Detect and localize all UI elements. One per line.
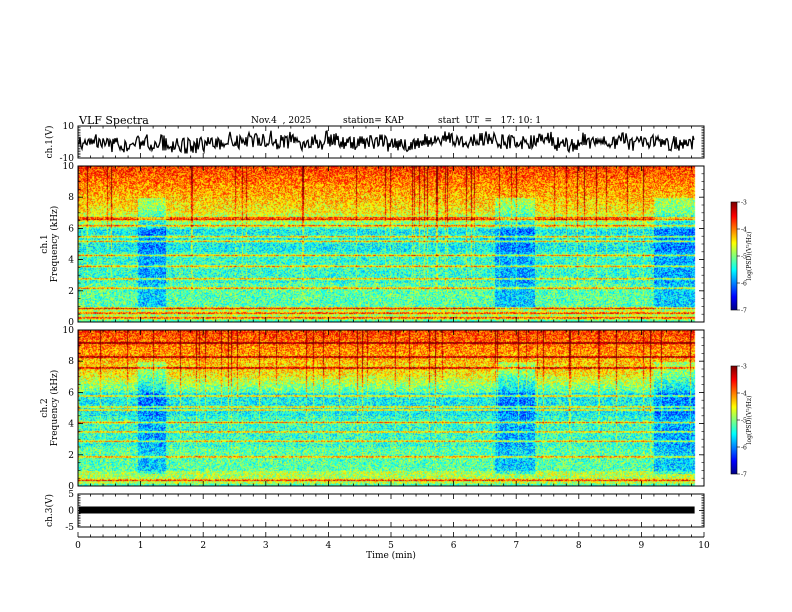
ch1-colorbar-tick-label: -5 bbox=[741, 254, 747, 261]
ch1-spectrogram-ylabel: Frequency (kHz) bbox=[49, 206, 60, 283]
ch2-colorbar-tick-label: -5 bbox=[741, 418, 747, 425]
x-tick-label: 2 bbox=[200, 541, 206, 551]
x-tick-label: 0 bbox=[75, 541, 81, 551]
figure-title: VLF Spectra bbox=[79, 114, 149, 127]
x-tick-label: 10 bbox=[698, 541, 710, 551]
station-label: station= KAP bbox=[343, 116, 404, 126]
x-axis-label: Time (min) bbox=[366, 550, 416, 561]
ch2-spectrogram-ytick-label: 2 bbox=[68, 451, 74, 461]
start-time-label: start UT = 17: 10: 1 bbox=[438, 116, 542, 126]
ch1-colorbar-gradient bbox=[731, 202, 737, 310]
ch2-colorbar-tick-label: -3 bbox=[741, 364, 747, 371]
ch2-spectrogram-ylabel: ch.2 bbox=[40, 398, 50, 417]
ch2-spectrogram-ytick-label: 10 bbox=[63, 326, 75, 336]
ch3-waveform-ytick-label: 0 bbox=[68, 507, 74, 517]
ch2-colorbar-tick-label: -4 bbox=[741, 391, 747, 398]
ch1-spectrogram-ylabel: ch.1 bbox=[40, 234, 50, 253]
ch1-waveform-line bbox=[78, 130, 695, 154]
ch1-colorbar-tick-label: -4 bbox=[741, 227, 747, 234]
x-tick-label: 1 bbox=[138, 541, 144, 551]
ch2-spectrogram-image bbox=[78, 330, 704, 486]
ch1-waveform-ylabel: ch.1(V) bbox=[44, 126, 55, 159]
x-tick-label: 5 bbox=[388, 541, 394, 551]
ch1-spectrogram-ytick-label: 0 bbox=[68, 318, 74, 328]
date-label: Nov.4 , 2025 bbox=[251, 116, 312, 126]
ch1-colorbar-tick-label: -3 bbox=[741, 200, 747, 207]
ch3-waveform-ytick-label: 5 bbox=[68, 490, 74, 500]
ch1-spectrogram-ytick-label: 8 bbox=[68, 193, 74, 203]
x-tick-label: 3 bbox=[263, 541, 269, 551]
ch2-spectrogram-ytick-label: 4 bbox=[68, 420, 74, 430]
ch1-colorbar-tick-label: -7 bbox=[741, 308, 747, 315]
x-tick-label: 6 bbox=[451, 541, 457, 551]
ch1-spectrogram-ytick-label: 10 bbox=[63, 162, 75, 172]
ch1-spectrogram-ytick-label: 6 bbox=[68, 224, 74, 234]
ch2-colorbar-gradient bbox=[731, 366, 737, 474]
ch1-spectrogram-ytick-label: 4 bbox=[68, 256, 74, 266]
ch1-waveform-ytick-label: 10 bbox=[63, 122, 75, 132]
ch2-spectrogram-ytick-label: 8 bbox=[68, 357, 74, 367]
ch2-spectrogram-ytick-label: 6 bbox=[68, 388, 74, 398]
ch1-colorbar-tick-label: -6 bbox=[741, 281, 747, 288]
ch3-waveform-line bbox=[79, 506, 695, 514]
ch1-spectrogram-ytick-label: 2 bbox=[68, 287, 74, 297]
x-tick-label: 8 bbox=[576, 541, 582, 551]
x-tick-label: 9 bbox=[639, 541, 645, 551]
ch2-colorbar-label: log(PSD)(V²/Hz) bbox=[746, 396, 753, 445]
ch3-waveform-ytick-label: -5 bbox=[65, 523, 74, 533]
ch2-colorbar-tick-label: -7 bbox=[741, 472, 747, 479]
x-tick-label: 4 bbox=[326, 541, 332, 551]
x-tick-label: 7 bbox=[513, 541, 519, 551]
ch3-waveform-ylabel: ch.3(V) bbox=[44, 494, 55, 527]
ch1-waveform-ytick-label: -10 bbox=[60, 154, 75, 164]
ch1-spectrogram-image bbox=[78, 166, 704, 322]
ch2-spectrogram-ytick-label: 0 bbox=[68, 482, 74, 492]
ch2-spectrogram-ylabel: Frequency (kHz) bbox=[49, 370, 60, 447]
ch1-colorbar-label: log(PSD)(V²/Hz) bbox=[746, 232, 753, 281]
ch2-colorbar-tick-label: -6 bbox=[741, 445, 747, 452]
